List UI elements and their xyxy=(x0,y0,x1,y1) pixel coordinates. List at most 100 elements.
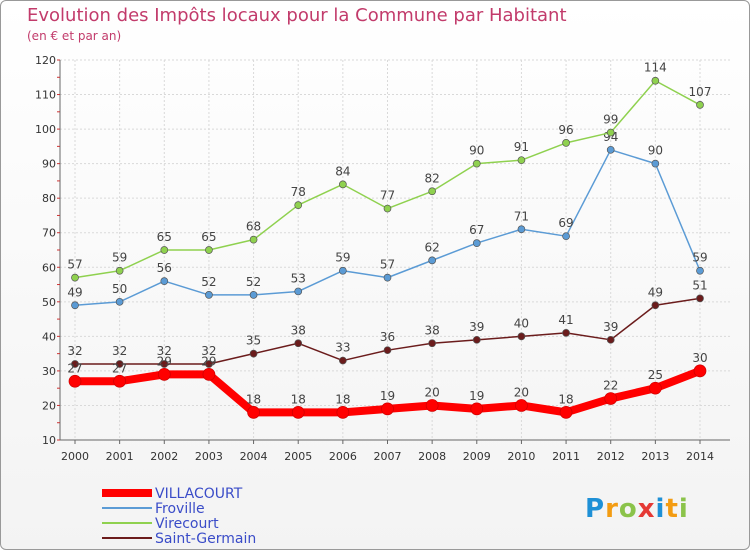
data-point xyxy=(651,76,660,85)
y-tick-label: 100 xyxy=(35,123,56,136)
data-point xyxy=(160,360,169,368)
data-point xyxy=(696,266,704,275)
series-virecourt: 57 59 65 65 68 78 84 77 82 90 91 96 99 114 107 xyxy=(67,61,712,282)
data-label: 78 xyxy=(291,185,306,199)
data-label: 65 xyxy=(201,230,216,244)
data-label: 33 xyxy=(335,341,350,355)
data-label: 27 xyxy=(67,361,82,375)
y-tick-label: 10 xyxy=(42,434,56,447)
x-tick-label: 2011 xyxy=(552,450,580,463)
legend-label: VILLACOURT xyxy=(155,486,243,502)
data-label: 49 xyxy=(648,285,663,299)
data-label: 71 xyxy=(514,209,529,223)
x-tick-label: 2010 xyxy=(507,450,535,463)
data-label: 52 xyxy=(201,275,216,289)
legend-label: Froville xyxy=(155,501,205,517)
data-label: 56 xyxy=(157,261,172,275)
data-label: 39 xyxy=(469,320,484,334)
data-point xyxy=(339,356,347,365)
data-point xyxy=(425,399,439,412)
data-point xyxy=(336,406,350,419)
data-label: 68 xyxy=(246,220,261,234)
data-point xyxy=(71,301,79,310)
data-point xyxy=(472,159,481,168)
data-point xyxy=(517,225,526,234)
data-label: 84 xyxy=(335,164,350,178)
data-point xyxy=(249,349,258,358)
data-point xyxy=(428,256,436,265)
data-point xyxy=(157,368,171,381)
y-tick-label: 110 xyxy=(35,89,56,102)
x-tick-label: 2001 xyxy=(106,450,134,463)
data-point xyxy=(559,406,573,419)
x-tick-label: 2004 xyxy=(240,450,268,463)
data-label: 107 xyxy=(689,85,712,99)
data-label: 99 xyxy=(603,113,618,127)
x-tick-label: 2013 xyxy=(641,450,669,463)
data-label: 114 xyxy=(644,61,667,75)
x-tick-label: 2012 xyxy=(597,450,625,463)
data-label: 20 xyxy=(425,385,440,399)
x-tick-label: 2008 xyxy=(418,450,446,463)
data-point xyxy=(696,101,704,109)
data-point xyxy=(696,294,704,303)
data-point xyxy=(383,273,392,282)
x-tick-label: 2002 xyxy=(150,450,178,463)
data-point xyxy=(649,381,662,395)
legend-label: Virecourt xyxy=(155,516,219,532)
data-label: 22 xyxy=(603,379,618,393)
data-point xyxy=(562,329,570,337)
data-label: 32 xyxy=(157,344,172,358)
data-point xyxy=(291,406,305,419)
data-label: 27 xyxy=(112,361,127,375)
x-tick-label: 2007 xyxy=(374,450,402,463)
data-label: 19 xyxy=(469,389,484,403)
axes: 10 20 30 40 50 60 70 80 90 100 110 120 2000 2001 2002 2… xyxy=(35,54,730,463)
data-point xyxy=(247,406,260,419)
data-label: 59 xyxy=(335,251,350,265)
data-label: 18 xyxy=(246,392,261,406)
data-point xyxy=(249,291,258,299)
data-point xyxy=(202,368,216,381)
data-point xyxy=(428,187,436,196)
y-tick-label: 40 xyxy=(42,330,56,343)
data-point xyxy=(472,335,481,344)
data-point xyxy=(115,266,124,275)
data-label: 32 xyxy=(67,344,82,358)
x-tick-label: 2014 xyxy=(686,450,714,463)
data-label: 50 xyxy=(112,282,127,296)
data-point xyxy=(115,297,124,306)
data-label: 96 xyxy=(558,123,573,137)
y-tick-label: 120 xyxy=(35,54,56,67)
data-label: 38 xyxy=(291,323,306,337)
data-point xyxy=(205,360,213,368)
x-tick-label: 2005 xyxy=(284,450,312,463)
data-label: 91 xyxy=(514,140,529,154)
data-point xyxy=(205,246,213,254)
data-point xyxy=(651,301,660,310)
chart-subtitle: (en € et par an) xyxy=(27,29,121,43)
series-saint-germain: 32 32 32 32 35 38 33 36 38 39 40 41 39 49 51 xyxy=(67,278,708,368)
data-point xyxy=(604,392,618,405)
y-tick-label: 30 xyxy=(42,365,56,378)
data-label: 62 xyxy=(425,240,440,254)
data-label: 18 xyxy=(291,392,306,406)
data-point xyxy=(339,180,347,189)
data-label: 32 xyxy=(201,344,216,358)
data-label: 51 xyxy=(692,278,707,292)
data-point xyxy=(651,159,660,168)
data-point xyxy=(294,339,303,348)
data-point xyxy=(294,201,303,209)
data-label: 36 xyxy=(380,330,395,344)
data-point xyxy=(71,273,79,282)
y-tick-label: 70 xyxy=(42,227,56,240)
y-tick-label: 50 xyxy=(42,296,56,309)
data-label: 59 xyxy=(692,251,707,265)
data-label: 32 xyxy=(112,344,127,358)
x-tick-label: 2000 xyxy=(61,450,89,463)
data-label: 25 xyxy=(648,368,663,382)
